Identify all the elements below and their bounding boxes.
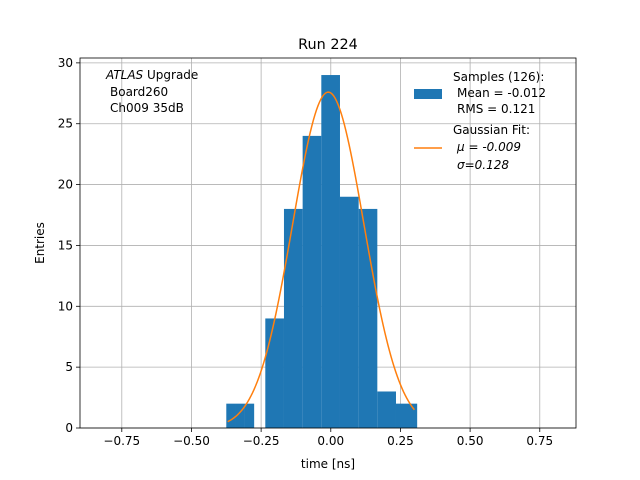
y-tick-label: 5 [65,360,73,374]
legend-samples-title: Samples (126): [453,70,544,84]
annotation-line-3: Ch009 35dB [110,101,184,115]
x-tick-label: −0.25 [243,434,280,448]
histogram-bar-8 [339,196,359,428]
legend-samples-rms: RMS = 0.121 [457,102,535,116]
x-tick-label: 0.00 [317,434,344,448]
histogram-bar-3 [244,403,255,428]
histogram-bar-11 [395,403,418,428]
legend-fit-sigma: σ=0.128 [457,158,509,172]
histogram-bars [226,75,418,429]
x-tick-label: −0.50 [173,434,210,448]
histogram-bar-7 [321,75,340,428]
legend-fit-title: Gaussian Fit: [453,123,530,137]
histogram-bar-2 [235,403,245,428]
histogram-bar-6 [302,135,322,429]
x-tick-label: 0.25 [387,434,414,448]
y-tick-label: 0 [65,421,73,435]
chart-title: Run 224 [298,37,358,53]
legend-samples-mean: Mean = -0.012 [457,86,546,100]
legend: Samples (126): Mean = -0.012 RMS = 0.121… [414,70,546,172]
histogram-bar-10 [377,391,396,428]
legend-fit-mu: μ = -0.009 [456,140,521,154]
y-tick-label: 15 [58,238,73,252]
y-tick-label: 30 [58,56,73,70]
x-axis-label: time [ns] [301,457,355,471]
histogram-bar-4 [265,318,284,428]
histogram-bar-1 [226,403,236,428]
legend-samples-swatch [414,89,442,99]
x-tick-label: −0.75 [103,434,140,448]
gaussian-fit-curve [227,91,415,423]
x-tick-label: 0.75 [526,434,553,448]
x-tick-label: 0.50 [457,434,484,448]
annotation-line-2: Board260 [110,85,168,99]
annotation: ATLAS Upgrade Board260 Ch009 35dB [105,68,198,115]
y-axis-ticks: 0 5 10 15 20 25 30 [58,56,80,435]
axes-frame [79,57,577,429]
y-tick-label: 25 [58,117,73,131]
x-axis-ticks: −0.75 −0.50 −0.25 0.00 0.25 0.50 0.75 [103,428,553,448]
gaussian-fit [227,91,415,423]
y-tick-label: 20 [58,178,73,192]
histogram-bar-9 [358,208,378,428]
annotation-line-1: ATLAS Upgrade [105,68,198,82]
y-axis-label: Entries [33,222,47,264]
histogram-bar-5 [283,208,303,428]
y-tick-label: 10 [58,299,73,313]
